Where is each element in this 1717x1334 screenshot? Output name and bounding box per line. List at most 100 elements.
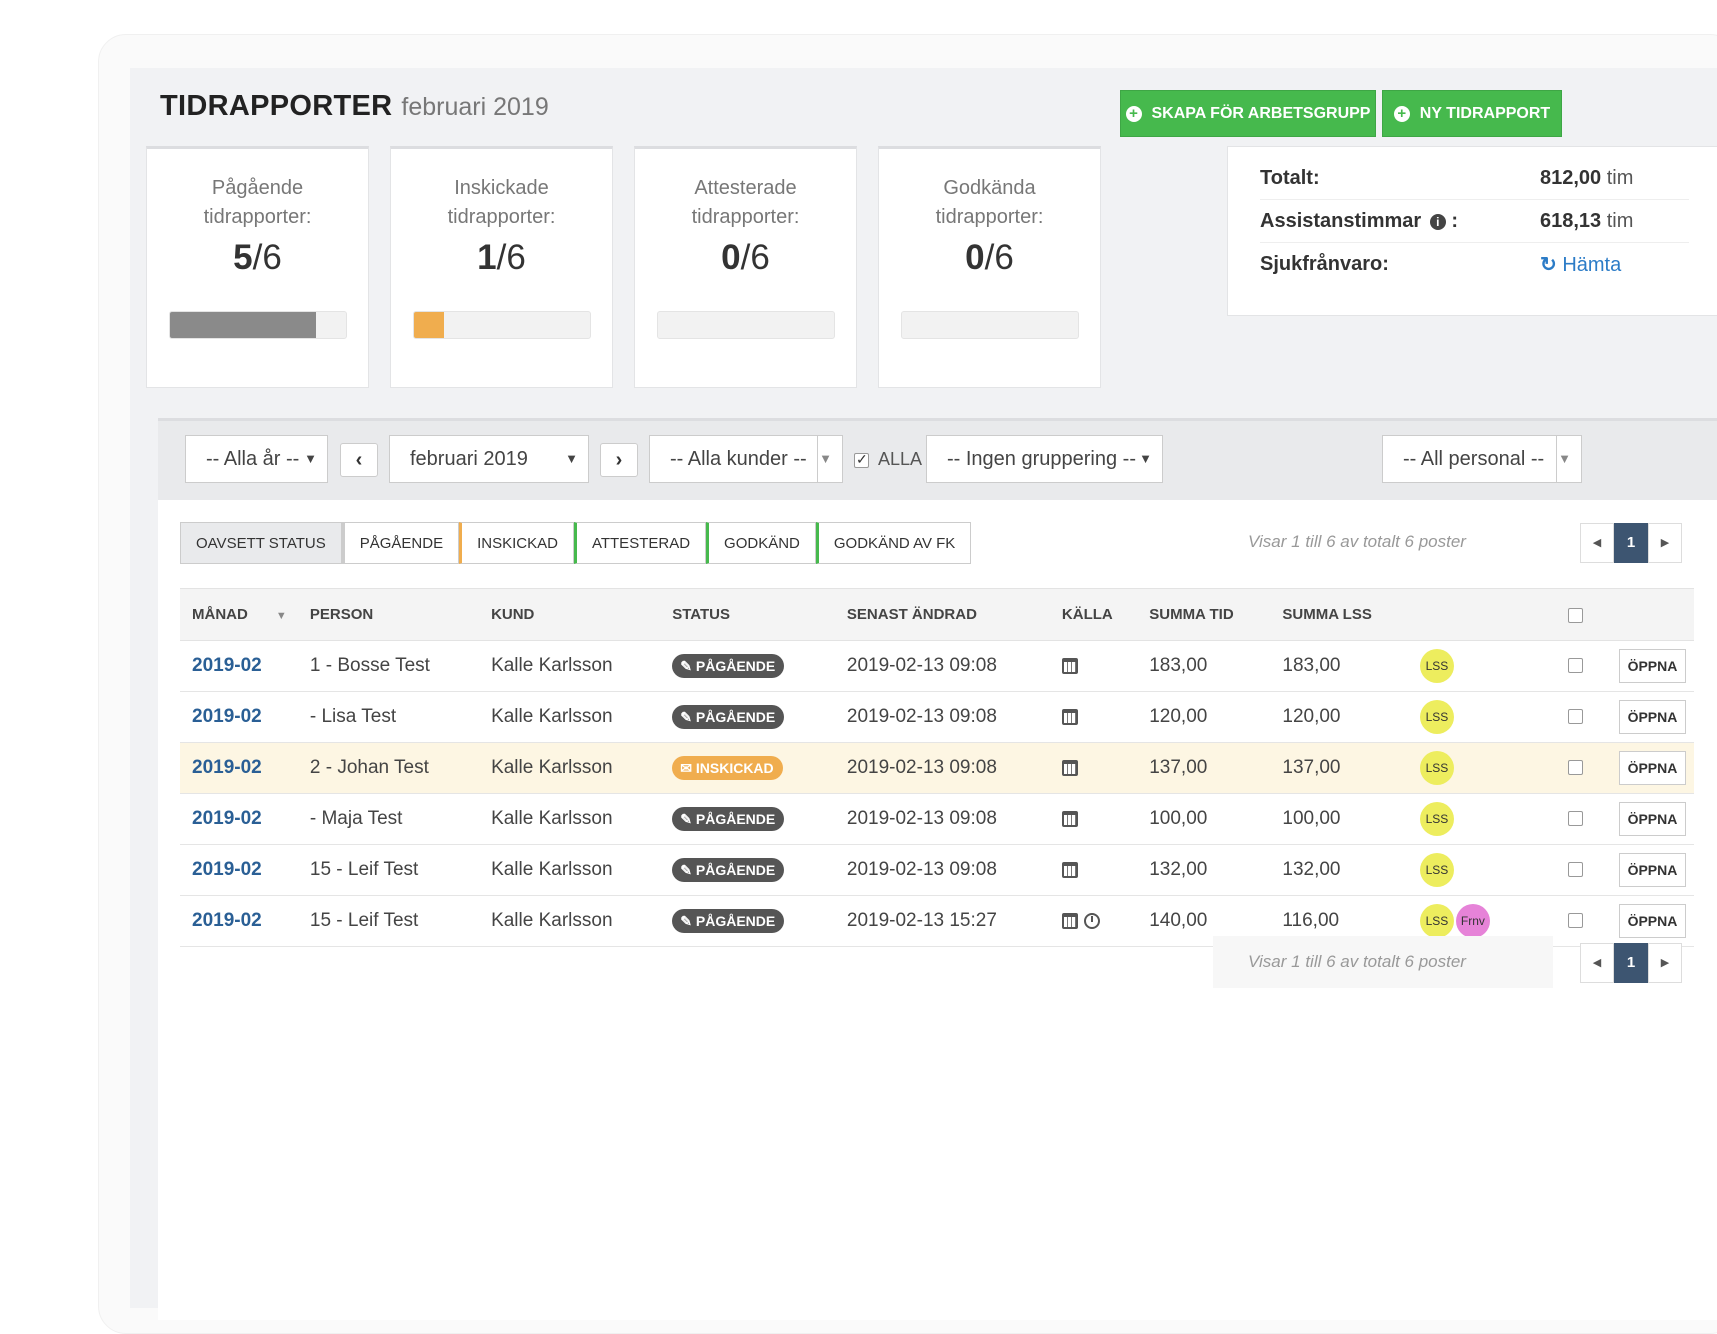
customer-select[interactable]: -- Alla kunder -- ▼ [649,435,843,483]
open-button[interactable]: ÖPPNA [1618,751,1687,785]
stat-label: Inskickade tidrapporter: [391,174,612,232]
year-select[interactable]: -- Alla år -- ▼ [185,435,328,483]
plus-circle-icon: + [1125,105,1142,122]
status-tab[interactable]: PÅGÅENDE [341,522,460,564]
progress-bar [901,311,1079,339]
open-button[interactable]: ÖPPNA [1618,904,1687,938]
month-link[interactable]: 2019-02 [192,706,262,727]
stat-card: Attesterade tidrapporter: 0/6 [634,146,857,388]
stat-label-line1: Attesterade [694,177,797,199]
table-row[interactable]: 2019-02 - Maja Test Kalle Karlsson ✎ PÅGÅEN… [180,793,1694,845]
month-link[interactable]: 2019-02 [192,808,262,829]
tags-cell: LSS [1407,793,1557,845]
next-page-button[interactable]: ▶ [1648,943,1682,983]
tag-pill: LSS [1419,904,1454,938]
calendar-icon [1061,759,1078,776]
tag-pill: LSS [1419,802,1454,836]
sum-time-cell: 120,00 [1137,691,1271,743]
sum-lss-cell: 120,00 [1270,691,1408,743]
status-tab[interactable]: GODKÄND AV FK [815,522,972,564]
next-month-button[interactable]: › [600,443,638,477]
sort-desc-icon: ▼ [275,610,287,622]
open-button[interactable]: ÖPPNA [1618,853,1687,887]
row-checkbox[interactable] [1568,658,1584,674]
status-badge: ✎ PÅGÅENDE [672,909,785,933]
status-tab[interactable]: ATTESTERAD [573,522,707,564]
tag-pill: Frnv [1455,904,1490,938]
open-button[interactable]: ÖPPNA [1618,649,1687,683]
table-row[interactable]: 2019-02 2 - Johan Test Kalle Karlsson ✉ INS… [180,742,1694,794]
pencil-icon: ✎ [680,811,692,827]
stat-label-line1: Pågående [211,177,304,199]
sum-time-cell: 132,00 [1137,844,1271,896]
row-checkbox[interactable] [1568,862,1584,878]
person-cell: 1 - Bosse Test [297,640,480,692]
caret-left-icon: ◀ [1592,537,1602,549]
person-cell: 15 - Leif Test [297,895,480,947]
sum-lss-cell: 132,00 [1270,844,1408,896]
grouping-select-value: -- Ingen gruppering -- [947,447,1136,470]
month-link[interactable]: 2019-02 [192,757,262,778]
caret-down-icon: ▼ [304,451,317,466]
month-link[interactable]: 2019-02 [192,910,262,931]
col-month[interactable]: MÅNAD ▼ [180,588,298,641]
table-body: 2019-02 1 - Bosse Test Kalle Karlsson ✎ PÅG… [180,640,1694,947]
status-tab[interactable]: OAVSETT STATUS [180,522,342,564]
month-link[interactable]: 2019-02 [192,859,262,880]
assist-unit: tim [1606,209,1634,232]
row-checkbox[interactable] [1568,709,1584,725]
stat-card: Pågående tidrapporter: 5/6 [146,146,369,388]
status-tab[interactable]: GODKÄND [706,522,816,564]
col-actions [1606,588,1694,641]
prev-page-button[interactable]: ◀ [1580,943,1614,983]
envelope-icon: ✉ [680,760,692,776]
pagination-info-bottom: Visar 1 till 6 av totalt 6 poster [1248,952,1466,971]
stat-label-line2: tidrapporter: [691,206,800,228]
page-button-1[interactable]: 1 [1614,943,1648,983]
open-button[interactable]: ÖPPNA [1618,700,1687,734]
source-cell [1049,691,1138,743]
row-checkbox[interactable] [1568,760,1584,776]
calendar-icon [1061,657,1078,674]
source-cell [1049,640,1138,692]
col-select [1556,588,1607,641]
table-row[interactable]: 2019-02 - Lisa Test Kalle Karlsson ✎ PÅGÅEN… [180,691,1694,743]
pagination-top: ◀ 1 ▶ [1580,523,1682,563]
total-row: Totalt: 812,00 tim [1260,157,1689,200]
page-button-1[interactable]: 1 [1614,523,1648,563]
stat-count: 5 [233,238,253,277]
progress-bar-fill [414,312,444,338]
next-page-button[interactable]: ▶ [1648,523,1682,563]
caret-down-icon: ▼ [1139,451,1152,466]
personnel-select[interactable]: -- All personal -- ▼ [1382,435,1582,483]
grouping-select[interactable]: -- Ingen gruppering -- ▼ [926,435,1163,483]
status-badge: ✎ PÅGÅENDE [672,654,785,678]
fetch-link[interactable]: ↻ Hämta [1540,252,1621,277]
create-for-group-button[interactable]: + SKAPA FÖR ARBETSGRUPP [1120,90,1376,137]
status-badge: ✎ PÅGÅENDE [672,858,785,882]
caret-right-icon: ▶ [1660,537,1670,549]
all-checkbox[interactable] [854,451,869,468]
open-button[interactable]: ÖPPNA [1618,802,1687,836]
row-checkbox[interactable] [1568,811,1584,827]
create-for-group-label: SKAPA FÖR ARBETSGRUPP [1151,104,1371,122]
info-icon[interactable]: i [1429,213,1446,230]
changed-cell: 2019-02-13 09:08 [834,793,1050,845]
progress-bar [657,311,835,339]
table-row[interactable]: 2019-02 15 - Leif Test Kalle Karlsson ✎ PÅG… [180,844,1694,896]
all-checkbox-label: ALLA [878,449,923,469]
status-tab[interactable]: INSKICKAD [459,522,574,564]
stat-value: 0/6 [879,238,1100,278]
table-row[interactable]: 2019-02 1 - Bosse Test Kalle Karlsson ✎ PÅG… [180,640,1694,692]
new-report-button[interactable]: + NY TIDRAPPORT [1382,90,1562,137]
report-list-panel: OAVSETT STATUS PÅGÅENDE INSKICKAD ATTESTERA… [158,500,1717,1320]
month-select[interactable]: februari 2019 ▼ [389,435,589,483]
select-all-checkbox[interactable] [1568,607,1584,623]
row-checkbox[interactable] [1568,913,1584,929]
prev-page-button[interactable]: ◀ [1580,523,1614,563]
col-tags [1407,588,1557,641]
col-changed: SENAST ÄNDRAD [834,588,1050,641]
stat-value: 0/6 [635,238,856,278]
month-link[interactable]: 2019-02 [192,655,262,676]
prev-month-button[interactable]: ‹ [340,443,378,477]
